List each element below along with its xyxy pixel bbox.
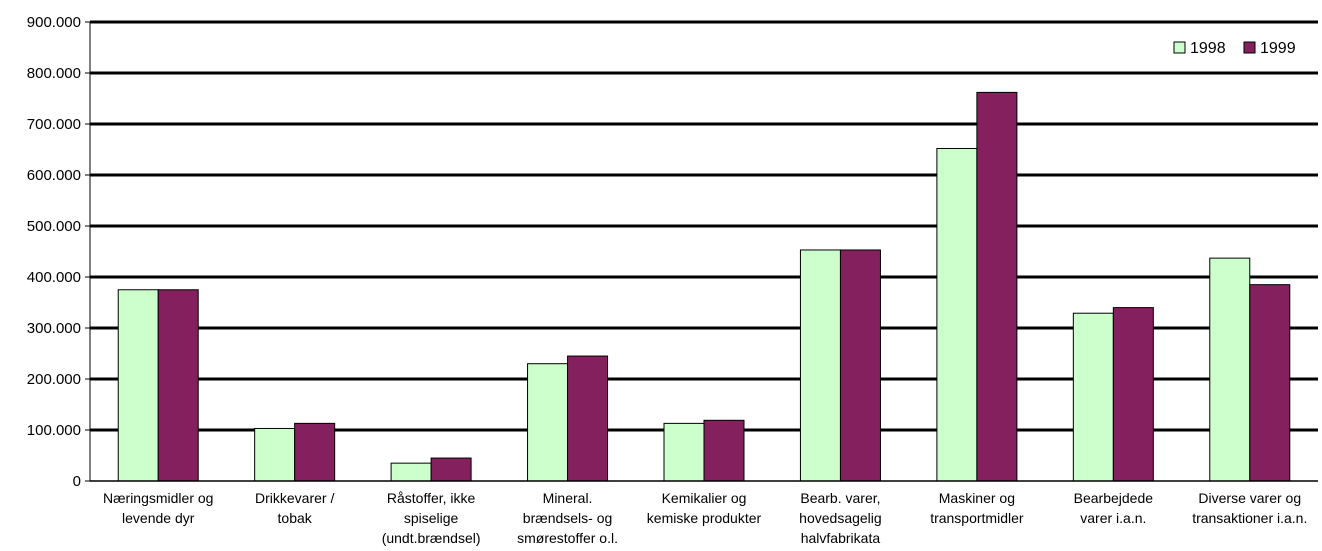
bar-1999 <box>976 91 1018 482</box>
legend-label-1999: 1999 <box>1260 40 1296 57</box>
y-tick-label: 0 <box>73 473 81 490</box>
y-tick-label: 300.000 <box>27 320 81 337</box>
x-category-label: Næringsmidler og levende dyr <box>103 490 213 526</box>
x-category-label: Maskiner og transportmidler <box>930 490 1024 526</box>
y-tick-label: 600.000 <box>27 167 81 184</box>
y-axis-ticks: 0 100.000 200.000 300.000 400.000 500.000 600.… <box>27 14 90 490</box>
legend-swatch-1998 <box>1173 41 1186 54</box>
bar-1998 <box>117 289 159 482</box>
legend: 1998 1999 <box>1173 40 1296 57</box>
y-tick-label: 800.000 <box>27 65 81 82</box>
bar-1998 <box>390 462 432 482</box>
bar-1999 <box>1249 284 1291 482</box>
x-category-label: Kemikalier og kemiske produkter <box>647 490 762 526</box>
x-axis-categories: Næringsmidler og levende dyr Drikkevarer /… <box>103 490 1307 546</box>
y-tick-label: 500.000 <box>27 218 81 235</box>
bar-1999 <box>430 457 472 482</box>
bar-1999 <box>1112 307 1154 482</box>
y-tick-label: 900.000 <box>27 14 81 31</box>
y-tick-label: 100.000 <box>27 422 81 439</box>
bar-1999 <box>567 355 609 482</box>
x-category-label: Drikkevarer / tobak <box>255 490 334 526</box>
axes <box>89 22 1318 482</box>
legend-label-1998: 1998 <box>1190 40 1226 57</box>
x-category-label: Råstoffer, ikke spiselige (undt.brændsel) <box>382 490 481 546</box>
bar-1998 <box>799 249 841 482</box>
bar-1998 <box>254 427 296 482</box>
legend-swatch-1999 <box>1243 41 1256 54</box>
y-tick-label: 400.000 <box>27 269 81 286</box>
y-tick-label: 200.000 <box>27 371 81 388</box>
bar-1998 <box>1209 257 1251 482</box>
x-category-label: Mineral. brændsels- og smørestoffer o.l. <box>517 490 618 546</box>
x-category-label: Diverse varer og transaktioner i.a.n. <box>1192 490 1307 526</box>
gridlines <box>90 20 1318 432</box>
y-tick-label: 700.000 <box>27 116 81 133</box>
bar-1999 <box>839 249 881 482</box>
x-category-label: Bearbejdede varer i.a.n. <box>1074 490 1154 526</box>
bar-1998 <box>663 422 705 482</box>
x-category-label: Bearb. varer, hovedsagelig halvfabrikata <box>799 490 882 546</box>
bar-1999 <box>703 419 745 482</box>
bar-1999 <box>294 422 336 482</box>
bar-1998 <box>1072 312 1114 482</box>
bar-1998 <box>527 363 569 482</box>
bar-1998 <box>936 147 978 482</box>
bar-1999 <box>157 289 199 482</box>
bars <box>117 91 1291 482</box>
